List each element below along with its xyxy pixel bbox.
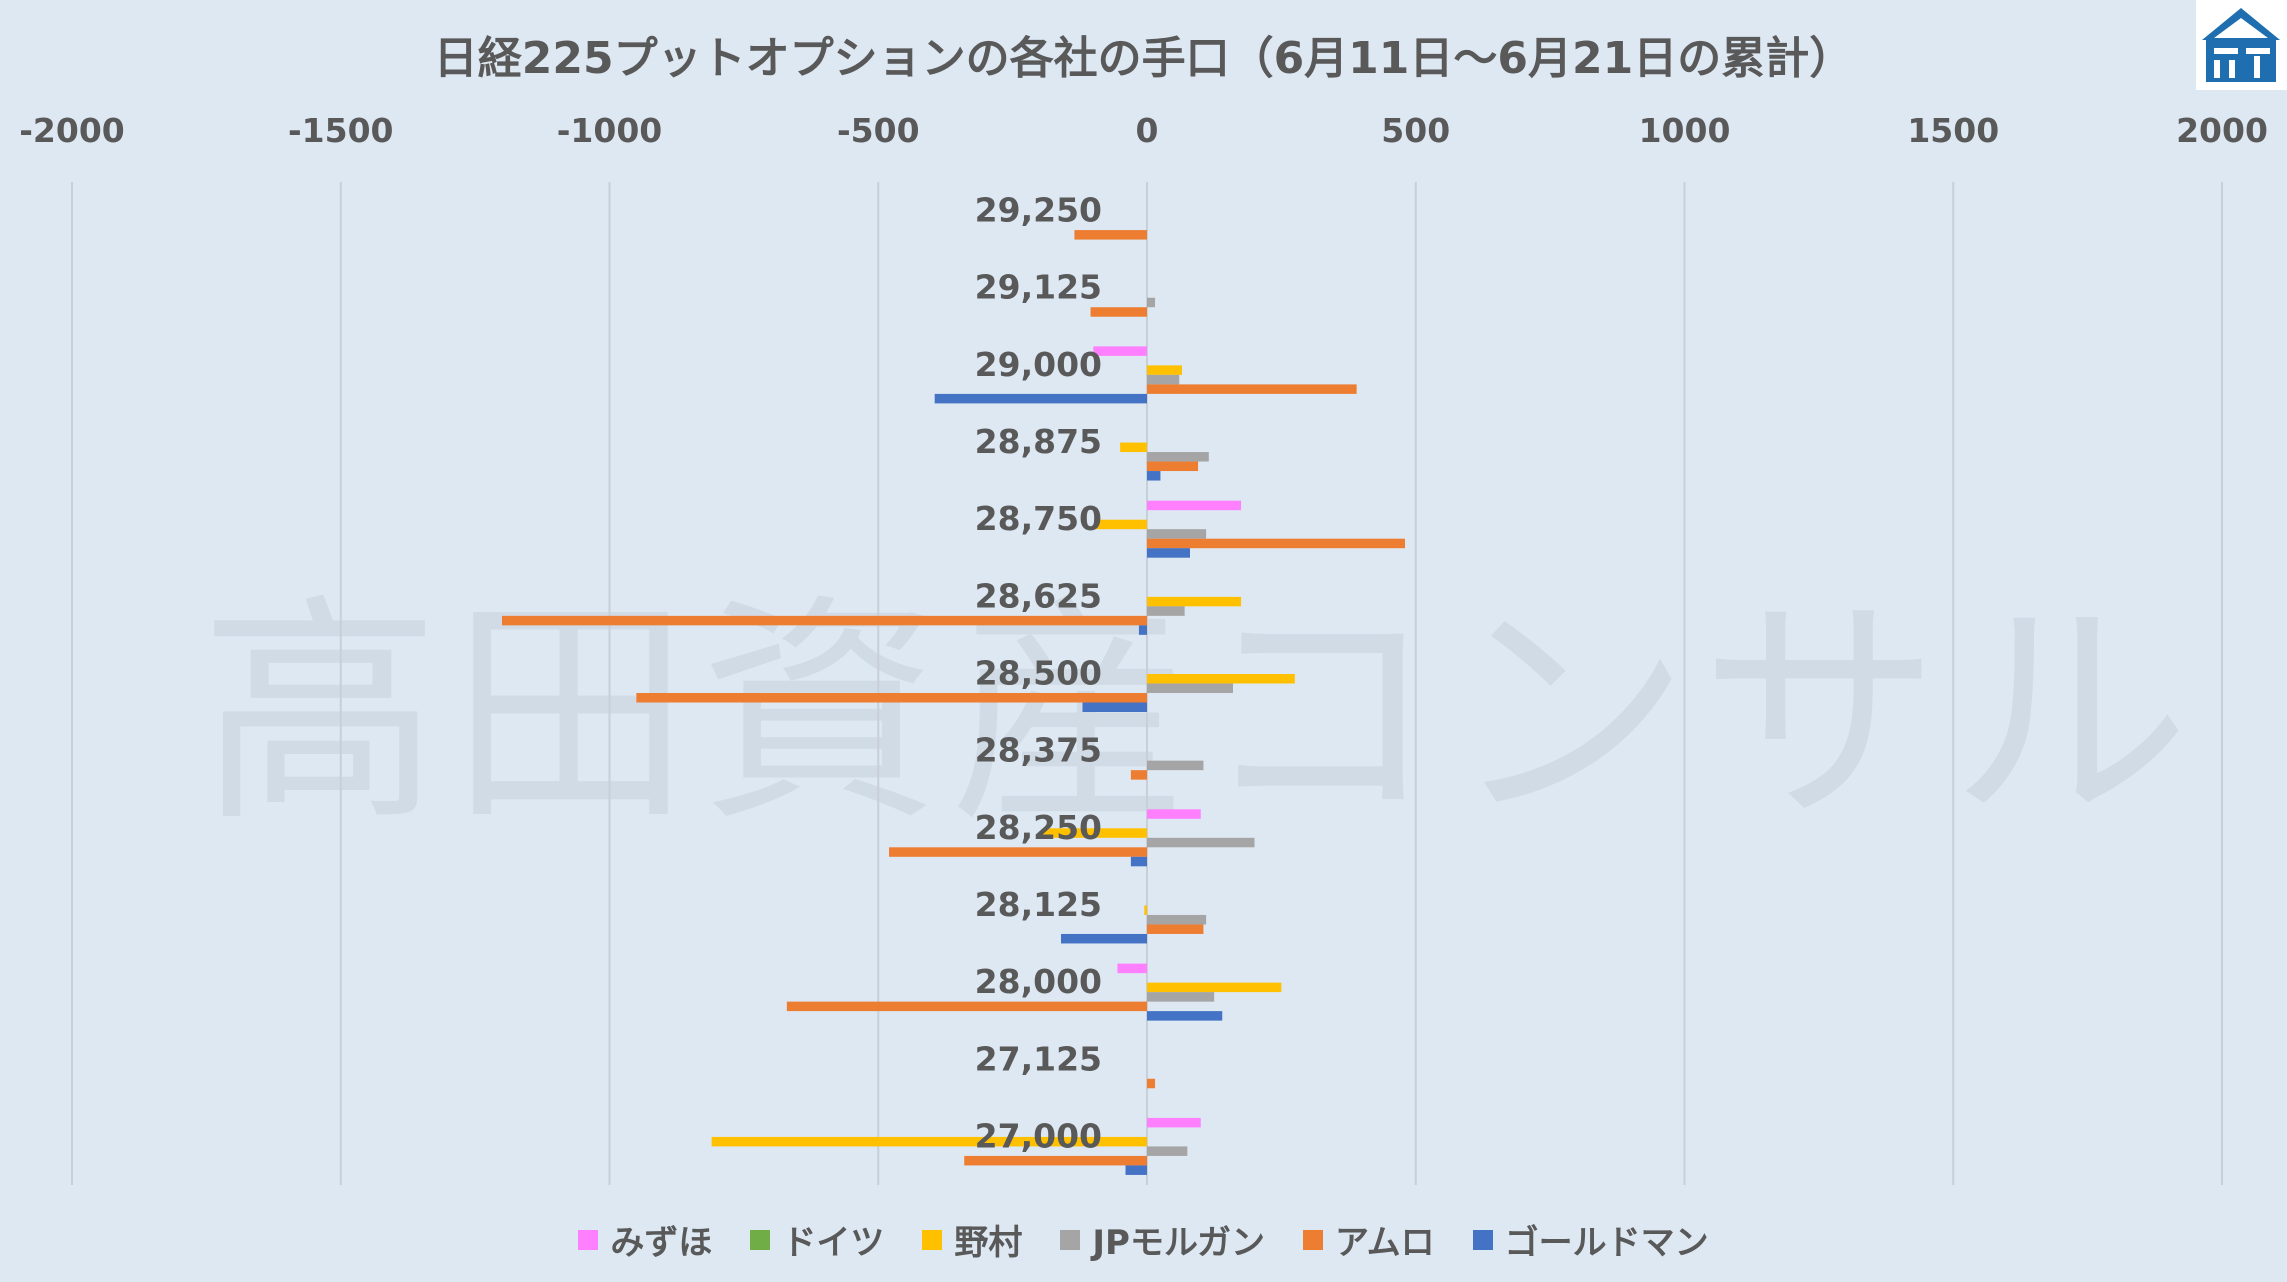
- legend-swatch: [578, 1229, 599, 1250]
- legend-swatch: [1472, 1229, 1493, 1250]
- legend-swatch: [750, 1229, 771, 1250]
- chart-title: 日経225プットオプションの各社の手口（6月11日～6月21日の累計）: [433, 33, 1854, 84]
- x-tick-label: 0: [1136, 111, 1159, 150]
- bar: [711, 1136, 1147, 1147]
- x-tick-label: -500: [837, 111, 920, 150]
- bars: [502, 230, 1405, 1175]
- legend-label: ゴールドマン: [1504, 1223, 1709, 1263]
- bar: [1147, 529, 1207, 539]
- x-tick-label: 1000: [1639, 111, 1731, 150]
- x-axis-ticks: -2000 -1500 -1000 -500 0 500 1000 1500 2000: [19, 111, 2268, 150]
- legend-item: ゴールドマン: [1472, 1215, 1709, 1264]
- bar: [1074, 230, 1147, 240]
- category-label: 27,000: [975, 1116, 1102, 1155]
- category-label: 28,750: [975, 499, 1102, 538]
- bar: [1042, 828, 1147, 838]
- bar: [1147, 500, 1242, 511]
- bar: [1147, 837, 1255, 848]
- legend-swatch: [1060, 1229, 1081, 1250]
- bar: [1147, 452, 1209, 462]
- legend-label: みずほ: [610, 1223, 713, 1263]
- bar: [1120, 442, 1147, 453]
- x-tick-label: -2000: [19, 111, 125, 150]
- bar: [1147, 606, 1185, 616]
- x-tick-label: 1500: [1907, 111, 1999, 150]
- category-labels: 29,250 29,125 29,000 28,875 28,750 28,625 28,5…: [975, 191, 1102, 1156]
- category-label: 29,000: [975, 345, 1102, 384]
- category-label: 28,250: [975, 808, 1102, 847]
- x-tick-label: 2000: [2176, 111, 2268, 150]
- bar: [1147, 809, 1201, 819]
- category-label: 29,250: [975, 191, 1102, 230]
- legend-label: 野村: [954, 1223, 1023, 1263]
- bar: [1147, 461, 1199, 472]
- bar: [1130, 856, 1147, 867]
- bar: [1147, 384, 1357, 394]
- legend-item: 野村: [922, 1215, 1022, 1264]
- legend-label: アムロ: [1334, 1223, 1435, 1263]
- bar: [1095, 519, 1147, 530]
- bar: [636, 693, 1147, 703]
- category-label: 27,125: [975, 1039, 1102, 1078]
- building-logo-icon: [2196, 0, 2287, 90]
- legend-label: ドイツ: [782, 1223, 885, 1263]
- bar: [1090, 307, 1147, 317]
- bar: [1061, 933, 1147, 944]
- bar: [502, 615, 1147, 626]
- bar: [964, 1155, 1147, 1166]
- bar: [1130, 770, 1147, 780]
- bar-chart: -2000 -1500 -1000 -500 0 500 1000 1500 2000 29,2…: [19, 111, 2268, 1185]
- bar: [1147, 1011, 1223, 1021]
- bar: [1147, 760, 1204, 771]
- legend-item: JPモルガン: [1060, 1215, 1265, 1264]
- legend: みずほ ドイツ 野村 JPモルガン アムロ ゴールドマン: [0, 1215, 2287, 1264]
- bar: [1125, 1165, 1147, 1175]
- bar: [1147, 1078, 1156, 1089]
- bar: [1147, 297, 1156, 308]
- legend-item: みずほ: [578, 1215, 712, 1264]
- x-tick-label: -1000: [557, 111, 663, 150]
- category-label: 29,125: [975, 268, 1102, 307]
- bar: [1147, 548, 1190, 558]
- bar: [1117, 963, 1147, 974]
- bar: [1144, 905, 1147, 915]
- bar: [1147, 596, 1242, 607]
- legend-item: アムロ: [1302, 1215, 1435, 1264]
- bar: [1147, 471, 1161, 481]
- legend-item: ドイツ: [750, 1215, 884, 1264]
- bar: [1147, 1146, 1188, 1156]
- x-tick-label: -1500: [288, 111, 394, 150]
- category-label: 28,125: [975, 885, 1102, 924]
- bar: [1147, 992, 1215, 1002]
- bar: [1082, 702, 1147, 712]
- x-tick-label: 500: [1381, 111, 1450, 150]
- bar: [1093, 346, 1147, 356]
- bar: [1147, 365, 1182, 375]
- category-label: 28,625: [975, 576, 1102, 615]
- bar: [1147, 914, 1207, 925]
- bar: [786, 1001, 1147, 1012]
- bar: [1147, 683, 1233, 693]
- category-label: 28,875: [975, 422, 1102, 461]
- bar: [1147, 374, 1180, 385]
- bar: [1147, 1117, 1201, 1128]
- legend-label: JPモルガン: [1092, 1223, 1265, 1263]
- bar: [1147, 538, 1405, 549]
- bar: [934, 393, 1147, 404]
- bar: [1138, 625, 1147, 635]
- category-label: 28,500: [975, 654, 1102, 693]
- bar: [1147, 982, 1282, 993]
- category-label: 28,000: [975, 962, 1102, 1001]
- legend-swatch: [922, 1229, 943, 1250]
- category-label: 28,375: [975, 731, 1102, 770]
- bar: [889, 847, 1147, 857]
- bar: [1147, 674, 1295, 684]
- legend-swatch: [1302, 1229, 1323, 1250]
- bar: [1147, 924, 1204, 934]
